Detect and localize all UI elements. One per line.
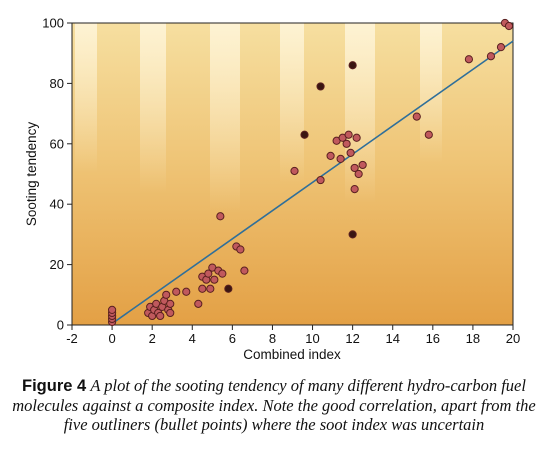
x-tick-label: 18 bbox=[466, 331, 480, 346]
data-point bbox=[496, 43, 506, 52]
trend-line-group bbox=[109, 40, 514, 326]
data-point bbox=[336, 154, 345, 163]
data-point bbox=[107, 305, 117, 314]
trend-line bbox=[109, 40, 514, 326]
y-tick-label: 0 bbox=[57, 318, 64, 333]
y-tick-label: 40 bbox=[50, 197, 64, 212]
data-point bbox=[352, 133, 361, 142]
data-point bbox=[206, 284, 215, 293]
x-tick-label: 8 bbox=[269, 331, 276, 346]
data-point bbox=[350, 185, 359, 194]
x-tick-label: 10 bbox=[305, 331, 319, 346]
data-point bbox=[218, 269, 227, 278]
data-point bbox=[156, 311, 165, 321]
data-point bbox=[316, 175, 325, 185]
x-tick-label: 6 bbox=[229, 331, 236, 346]
outlier-point bbox=[348, 230, 357, 239]
data-point bbox=[486, 52, 496, 61]
data-point bbox=[354, 169, 363, 179]
x-tick-label: 16 bbox=[426, 331, 440, 346]
caption-label: Figure 4 bbox=[22, 377, 87, 395]
x-tick-label: -2 bbox=[66, 331, 78, 346]
data-point bbox=[172, 287, 181, 296]
data-point bbox=[346, 148, 355, 157]
x-tick-label: 14 bbox=[385, 331, 399, 346]
x-tick-label: 4 bbox=[189, 331, 196, 346]
plot-frame bbox=[71, 22, 514, 326]
x-axis-title: Combined index bbox=[243, 347, 341, 362]
data-point bbox=[182, 287, 191, 296]
outlier-point bbox=[224, 284, 233, 293]
outlier-point bbox=[348, 61, 357, 70]
data-point bbox=[342, 139, 351, 148]
y-axis-title: Sooting tendency bbox=[24, 122, 39, 227]
y-tick-label: 20 bbox=[50, 257, 64, 272]
data-point bbox=[166, 308, 175, 318]
data-point bbox=[344, 130, 353, 139]
data-point bbox=[210, 275, 219, 284]
data-point bbox=[358, 160, 367, 170]
data-point bbox=[326, 151, 335, 160]
data-point bbox=[166, 299, 175, 308]
data-point bbox=[290, 166, 299, 176]
x-tick-label: 2 bbox=[149, 331, 156, 346]
x-tick-label: 20 bbox=[506, 331, 520, 346]
data-point bbox=[504, 21, 514, 31]
plot-haze bbox=[75, 23, 442, 213]
data-point bbox=[236, 245, 245, 254]
y-tick-label: 100 bbox=[42, 16, 64, 31]
data-point bbox=[424, 130, 433, 139]
x-tick-label: 12 bbox=[345, 331, 359, 346]
y-tick-label: 60 bbox=[50, 136, 64, 151]
data-point bbox=[412, 112, 421, 121]
y-tick-label: 80 bbox=[50, 76, 64, 91]
outlier-point bbox=[316, 82, 325, 91]
data-point bbox=[216, 212, 225, 221]
data-point bbox=[194, 299, 203, 308]
data-points bbox=[107, 18, 514, 327]
outlier-point bbox=[300, 130, 309, 139]
data-point bbox=[162, 290, 171, 299]
data-point bbox=[350, 163, 359, 173]
x-tick-label: 0 bbox=[108, 331, 115, 346]
caption-text: A plot of the sooting tendency of many d… bbox=[12, 376, 536, 434]
data-point bbox=[198, 284, 207, 293]
data-point bbox=[464, 55, 473, 64]
data-point bbox=[204, 269, 213, 278]
figure-caption: Figure 4 A plot of the sooting tendency … bbox=[12, 376, 536, 434]
data-point bbox=[240, 266, 249, 275]
